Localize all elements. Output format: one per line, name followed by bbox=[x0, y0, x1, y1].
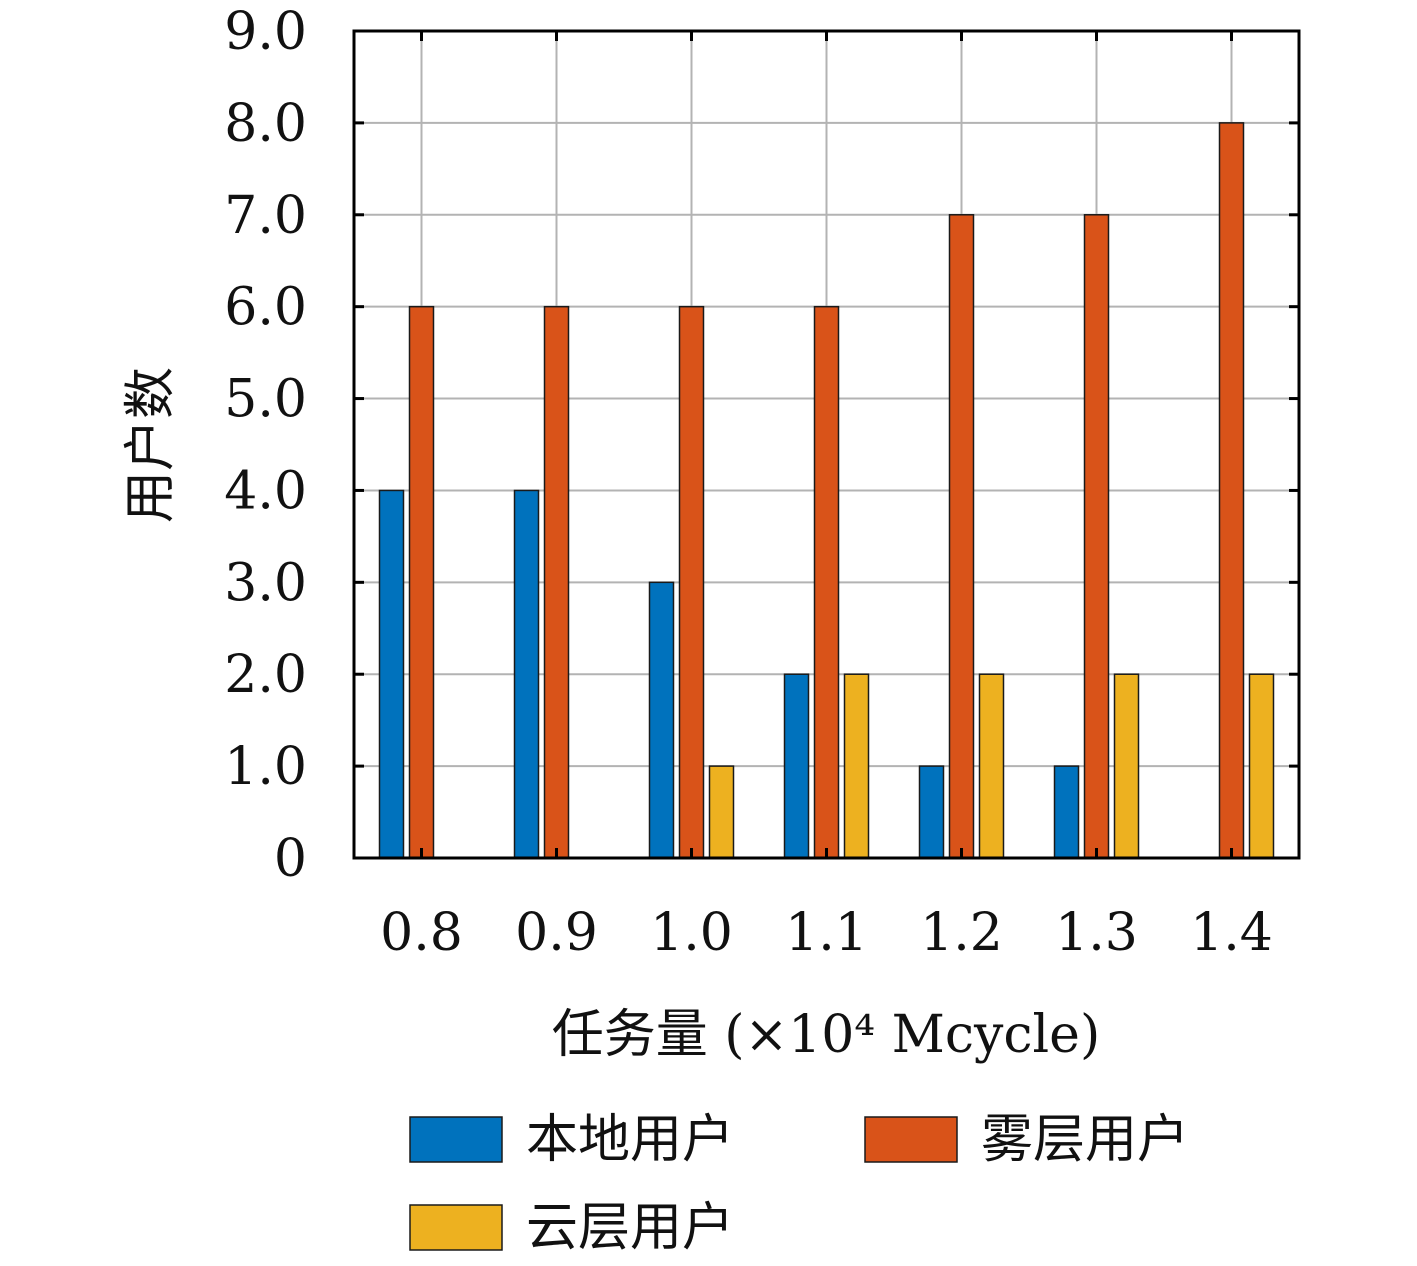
y-tick-label: 9.0 bbox=[224, 2, 307, 62]
x-tick-label: 0.8 bbox=[380, 903, 463, 963]
legend-swatch bbox=[864, 1116, 958, 1163]
legend-swatch bbox=[409, 1204, 503, 1251]
y-tick-label: 7.0 bbox=[224, 186, 307, 246]
bar bbox=[378, 489, 405, 859]
bar bbox=[708, 765, 735, 859]
bar bbox=[1083, 214, 1110, 859]
y-tick-label: 0 bbox=[274, 829, 307, 889]
bar bbox=[648, 581, 675, 859]
bar bbox=[783, 673, 810, 859]
y-tick-label: 1.0 bbox=[224, 737, 307, 797]
x-tick-label: 1.2 bbox=[920, 903, 1003, 963]
bar bbox=[918, 765, 945, 859]
y-tick-label: 8.0 bbox=[224, 94, 307, 154]
bar bbox=[678, 305, 705, 859]
x-tick-labels: 0.8 0.9 1.0 1.1 1.2 1.3 1.4 bbox=[380, 903, 1273, 963]
y-tick-label: 5.0 bbox=[224, 370, 307, 430]
bar bbox=[843, 673, 870, 859]
x-tick-label: 0.9 bbox=[515, 903, 598, 963]
legend-swatch bbox=[409, 1116, 503, 1163]
bar bbox=[978, 673, 1005, 859]
bar bbox=[543, 305, 570, 859]
bar bbox=[1218, 122, 1245, 859]
y-tick-label: 6.0 bbox=[224, 278, 307, 338]
x-axis-label: 任务量 (×10⁴ Mcycle) bbox=[552, 1005, 1101, 1065]
x-tick-label: 1.3 bbox=[1055, 903, 1138, 963]
bar bbox=[513, 489, 540, 859]
axis-ticks bbox=[354, 29, 1299, 860]
x-tick-label: 1.4 bbox=[1190, 903, 1273, 963]
bar bbox=[1113, 673, 1140, 859]
y-tick-label: 4.0 bbox=[224, 461, 307, 521]
legend-label: 雾层用户 bbox=[981, 1110, 1189, 1170]
bars bbox=[378, 122, 1275, 859]
bar bbox=[948, 214, 975, 859]
x-tick-label: 1.0 bbox=[650, 903, 733, 963]
y-axis-label: 用户数 bbox=[121, 367, 181, 523]
bar bbox=[1053, 765, 1080, 859]
bar bbox=[408, 305, 435, 859]
y-tick-label: 2.0 bbox=[224, 645, 307, 705]
legend-label: 本地用户 bbox=[526, 1110, 734, 1170]
bar bbox=[813, 305, 840, 859]
x-tick-label: 1.1 bbox=[785, 903, 868, 963]
y-tick-label: 3.0 bbox=[224, 553, 307, 613]
bar bbox=[1248, 673, 1275, 859]
legend-label: 云层用户 bbox=[526, 1198, 734, 1258]
y-tick-labels: 0 1.0 2.0 3.0 4.0 5.0 6.0 7.0 8.0 9.0 bbox=[224, 2, 307, 889]
